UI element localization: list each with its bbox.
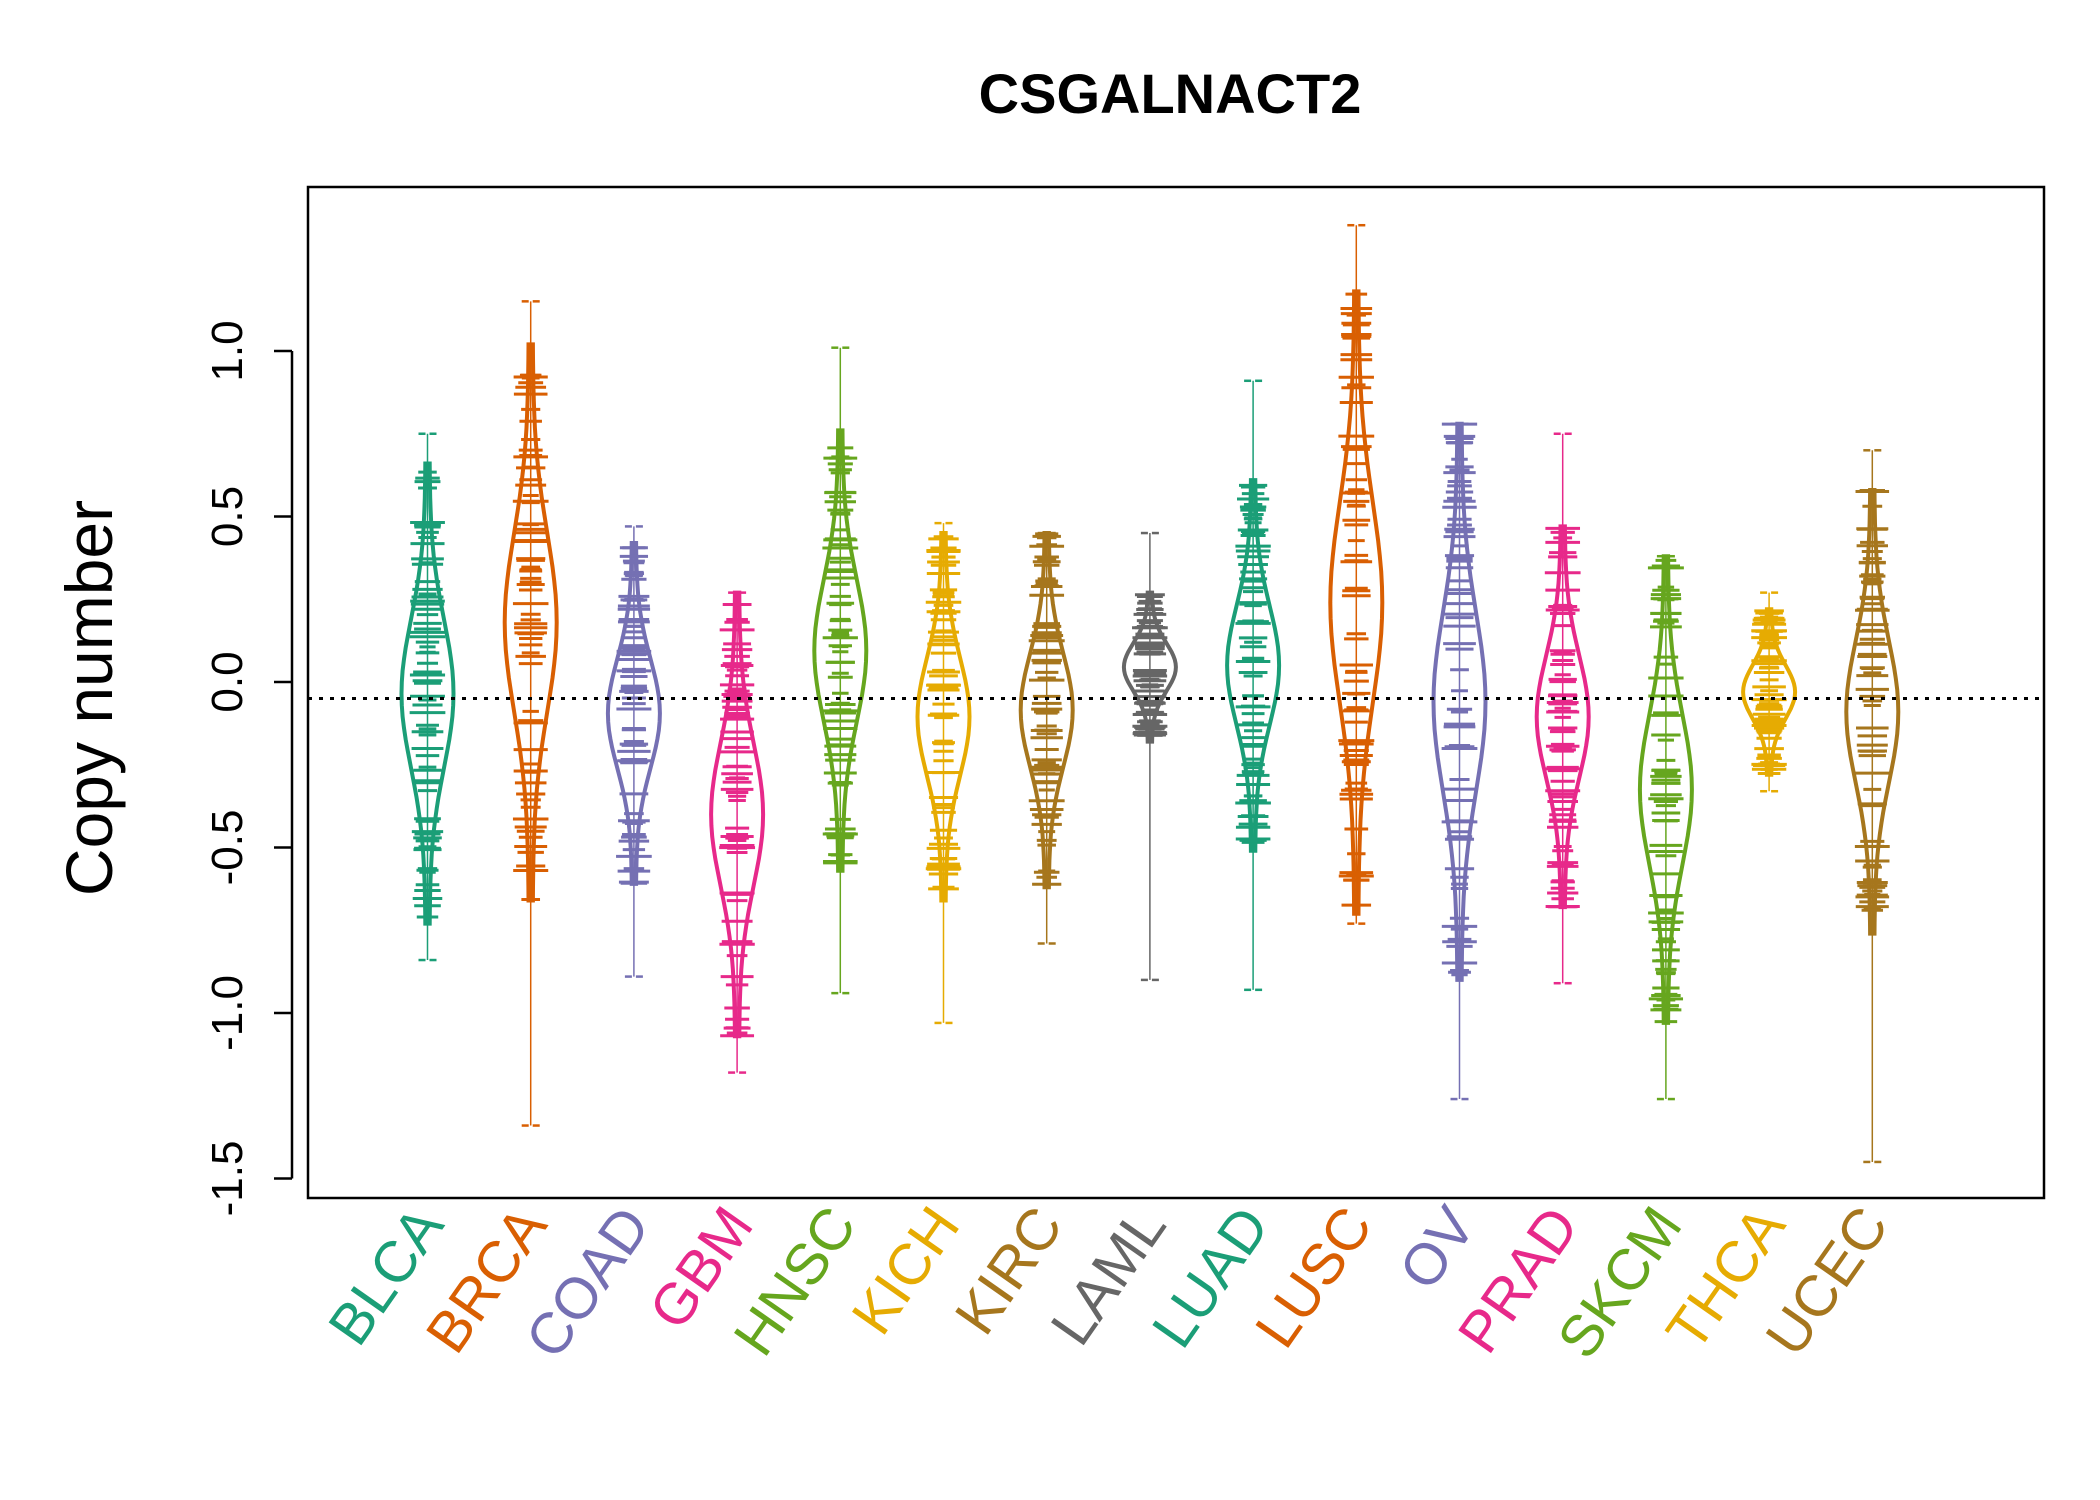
x-tick-label: OV	[1387, 1195, 1488, 1301]
y-tick-label: -0.5	[203, 810, 252, 886]
plot-frame	[306, 185, 2046, 1200]
chart-title: CSGALNACT2	[979, 62, 1362, 125]
x-tick-label: KICH	[839, 1195, 972, 1346]
bean-thca	[1741, 591, 1798, 793]
bean-brca	[502, 300, 559, 1127]
y-axis-label: Copy number	[52, 500, 126, 896]
bean-blca	[399, 432, 456, 962]
bean-prad	[1534, 432, 1591, 985]
bean-outline-laml	[1121, 590, 1178, 744]
bean-outline-prad	[1534, 524, 1591, 910]
y-tick-label: 0.5	[203, 486, 252, 547]
bean-kich	[915, 521, 972, 1025]
bean-ucec	[1844, 449, 1901, 1164]
y-tick-label: 1.0	[203, 320, 252, 381]
bean-gbm	[709, 590, 766, 1074]
bean-outline-luad	[1225, 478, 1282, 853]
bean-hnsc	[812, 346, 869, 995]
bean-outline-kich	[915, 531, 972, 903]
bean-luad	[1225, 379, 1282, 992]
bean-laml	[1121, 531, 1178, 982]
y-tick-label: -1.5	[203, 1141, 252, 1217]
y-tick-label: 0.0	[203, 651, 252, 712]
bean-skcm	[1637, 554, 1694, 1101]
bean-group	[399, 223, 1901, 1164]
y-axis: -1.5 -1.0 -0.5 0.0 0.5 1.0	[203, 320, 294, 1217]
bean-outline-brca	[502, 342, 559, 903]
bean-lusc	[1328, 223, 1385, 925]
bean-coad	[605, 525, 662, 978]
bean-outline-lusc	[1328, 289, 1385, 916]
bean-ov	[1431, 421, 1488, 1101]
x-tick-label: LUSC	[1243, 1195, 1385, 1359]
bean-outline-blca	[399, 461, 456, 926]
y-tick-label: -1.0	[203, 975, 252, 1051]
bean-kirc	[1018, 531, 1075, 945]
bean-outline-coad	[605, 541, 662, 886]
